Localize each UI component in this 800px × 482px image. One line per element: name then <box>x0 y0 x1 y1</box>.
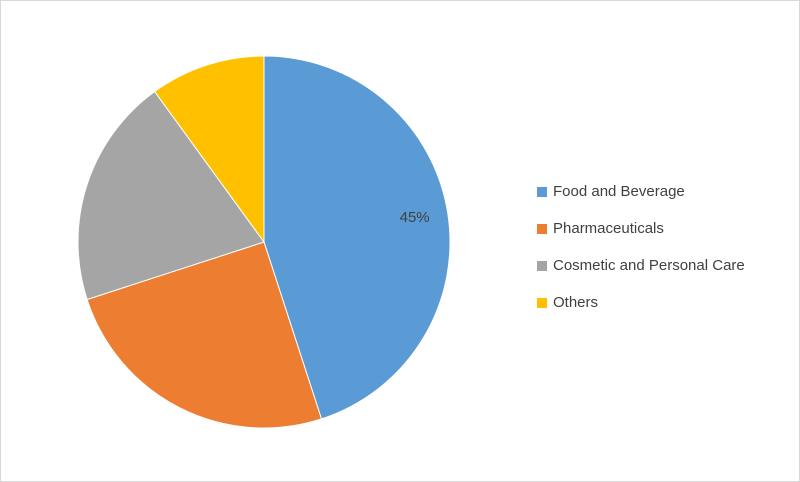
legend-item-cosmetic-and-personal-care: Cosmetic and Personal Care <box>537 247 745 284</box>
legend-swatch-food-and-beverage <box>537 186 547 197</box>
pie-slice-others <box>153 55 265 244</box>
legend-label-pharmaceuticals: Pharmaceuticals <box>553 220 664 237</box>
pie-slice-food-and-beverage <box>263 55 451 420</box>
legend-item-food-and-beverage: Food and Beverage <box>537 173 745 210</box>
legend-item-others: Others <box>537 284 745 321</box>
legend: Food and Beverage Pharmaceuticals Cosmet… <box>537 173 745 321</box>
data-label-food-and-beverage: 45% <box>400 209 430 226</box>
legend-item-pharmaceuticals: Pharmaceuticals <box>537 210 745 247</box>
legend-label-others: Others <box>553 294 599 311</box>
pie-slice-pharmaceuticals <box>86 241 323 429</box>
pie-slice-cosmetic-and-personal-care <box>77 90 265 301</box>
legend-label-cosmetic-and-personal-care: Cosmetic and Personal Care <box>553 257 745 274</box>
legend-label-food-and-beverage: Food and Beverage <box>553 183 685 200</box>
legend-swatch-cosmetic-and-personal-care <box>537 260 547 271</box>
legend-swatch-others <box>537 297 547 308</box>
legend-swatch-pharmaceuticals <box>537 223 547 234</box>
